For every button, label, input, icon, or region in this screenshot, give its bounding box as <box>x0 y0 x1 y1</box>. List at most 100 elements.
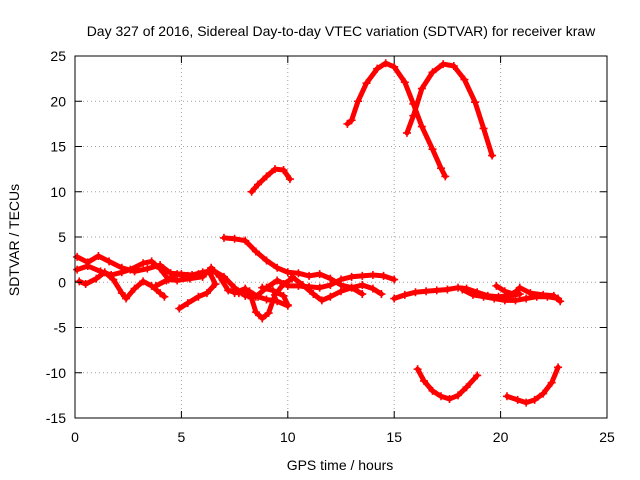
series-arc-l <box>247 165 294 196</box>
data-point <box>400 290 409 299</box>
data-point <box>522 294 531 303</box>
data-point <box>419 376 428 385</box>
data-point <box>254 292 263 301</box>
series-arc-m <box>343 59 450 181</box>
data-point <box>547 378 556 387</box>
data-point <box>254 180 263 189</box>
data-point <box>500 287 509 296</box>
data-point <box>400 78 409 87</box>
data-point <box>530 395 539 404</box>
data-point <box>92 274 101 283</box>
data-point <box>283 268 292 277</box>
y-tick-label: -5 <box>54 320 67 336</box>
data-point <box>147 257 156 266</box>
y-tick-label: 5 <box>58 229 66 245</box>
data-point <box>160 292 169 301</box>
data-point <box>526 289 535 298</box>
data-point <box>411 288 420 297</box>
data-point <box>241 236 250 245</box>
series-trace <box>404 61 495 159</box>
data-point <box>354 97 363 106</box>
data-point <box>390 294 399 303</box>
data-point <box>347 283 356 292</box>
series-arc-f <box>230 274 297 323</box>
data-point <box>156 289 165 298</box>
data-point <box>130 284 139 293</box>
data-point <box>117 268 126 277</box>
y-tick-label: 20 <box>50 93 66 109</box>
data-point <box>556 297 565 306</box>
data-point <box>471 98 480 107</box>
data-point <box>251 308 260 317</box>
data-point <box>117 289 126 298</box>
chart-title: Day 327 of 2016, Sidereal Day-to-day VTE… <box>87 23 596 39</box>
data-point <box>479 124 488 133</box>
data-point <box>509 290 518 299</box>
data-point <box>539 290 548 299</box>
data-point <box>422 287 431 296</box>
data-point <box>317 296 326 305</box>
data-point <box>262 295 271 304</box>
data-point <box>462 383 471 392</box>
data-point <box>173 270 182 279</box>
y-tick-label: -15 <box>46 410 66 426</box>
data-point <box>479 292 488 301</box>
data-point <box>362 79 371 88</box>
data-point <box>326 274 335 283</box>
data-point <box>251 247 260 256</box>
data-point <box>109 275 118 284</box>
data-point <box>315 283 324 292</box>
data-point <box>175 304 184 313</box>
data-point <box>271 165 280 174</box>
series-arc-c <box>75 268 169 303</box>
data-point <box>409 111 418 120</box>
data-point <box>539 389 548 398</box>
data-point <box>194 270 203 279</box>
series-trace <box>74 258 291 309</box>
x-tick-label: 5 <box>178 429 186 445</box>
data-point <box>139 259 148 268</box>
data-point <box>194 292 203 301</box>
data-point <box>83 261 92 270</box>
data-point <box>73 265 82 274</box>
data-point <box>343 119 352 128</box>
data-point <box>156 264 165 273</box>
data-point <box>247 187 256 196</box>
series-trace <box>221 235 365 297</box>
data-point <box>211 280 220 289</box>
series-arc-n <box>402 60 497 160</box>
x-tick-label: 15 <box>386 429 402 445</box>
data-point <box>219 233 228 242</box>
data-point <box>347 116 356 125</box>
series-trace <box>289 274 384 303</box>
data-point <box>205 267 214 276</box>
data-point <box>390 62 399 71</box>
data-point <box>162 276 171 285</box>
data-point <box>490 294 499 303</box>
series-trace <box>415 366 480 402</box>
y-tick-label: 25 <box>50 48 66 64</box>
data-point <box>215 272 224 281</box>
data-point <box>379 271 388 280</box>
x-tick-label: 0 <box>71 429 79 445</box>
data-point <box>139 277 148 286</box>
data-point <box>402 128 411 137</box>
data-point <box>437 392 446 401</box>
y-tick-label: 0 <box>58 274 66 290</box>
data-point <box>458 285 467 294</box>
data-point <box>413 365 422 374</box>
tick-layer: 0 5 10 15 20 25 -15 -10 -5 0 5 10 15 20 25 <box>46 48 615 445</box>
data-point <box>202 289 211 298</box>
data-point <box>428 68 437 77</box>
series-layer <box>73 59 565 407</box>
data-point <box>554 363 563 372</box>
data-point <box>305 271 314 280</box>
data-point <box>230 289 239 298</box>
series-arc-g <box>258 283 292 309</box>
data-point <box>224 286 233 295</box>
data-point <box>417 84 426 93</box>
data-point <box>492 281 501 290</box>
data-point <box>283 300 292 309</box>
